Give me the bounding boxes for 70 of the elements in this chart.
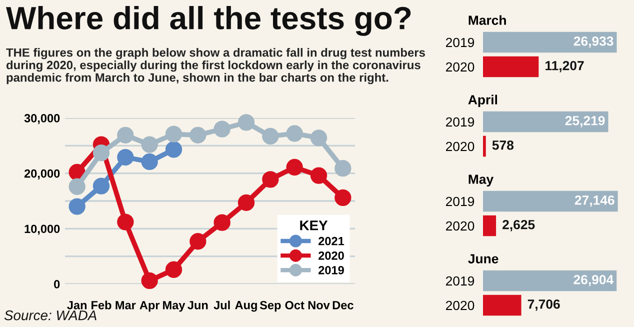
point [165, 261, 182, 278]
y-tick-label: 2019 [446, 117, 474, 127]
y-tick-label: 2020 [446, 221, 474, 231]
legend-label: 2021 [318, 236, 344, 246]
legend-label: 2020 [318, 251, 344, 260]
point [214, 120, 230, 138]
y-tick-label: 2019 [446, 196, 474, 206]
point [117, 214, 134, 230]
legend-title: KEY [300, 220, 328, 230]
y-tick-label: 30,000 [24, 114, 60, 124]
point [262, 128, 279, 145]
point [141, 136, 158, 153]
x-tick-label: Mar [116, 301, 136, 310]
point [117, 126, 134, 144]
point [310, 130, 328, 146]
point [68, 198, 86, 215]
point [310, 167, 328, 184]
data-label: 7,706 [528, 299, 560, 311]
point [238, 114, 255, 131]
data-label: 26,904 [574, 274, 614, 286]
x-tick-label: Oct [285, 300, 304, 310]
y-tick-label: 2020 [446, 142, 474, 152]
point [165, 126, 182, 142]
point [141, 272, 158, 290]
point [68, 178, 86, 195]
point [334, 160, 352, 177]
data-label: 25,219 [565, 116, 605, 128]
point [190, 233, 206, 250]
chart-title: May [468, 174, 494, 187]
chart-title: April [468, 94, 498, 108]
y-tick-label: 2019 [446, 276, 474, 286]
y-tick-label: 0 [54, 280, 60, 288]
point [262, 171, 279, 188]
y-tick-label: 2020 [446, 300, 474, 310]
x-tick-label: Feb [92, 300, 112, 310]
data-label: 2,625 [502, 220, 535, 232]
x-tick-label: Jul [214, 300, 230, 310]
point [238, 194, 255, 211]
chart-subtitle: THE figures on the graph below show a dramatic fall in drug test numbers during 2020, especially during the first lockdown early in the coronavirus pandemic from March to June, shown in the bar charts on the right. [6, 48, 425, 84]
point [286, 125, 303, 142]
point [92, 144, 110, 162]
point [190, 126, 206, 144]
chart-title: Where did all the tests go? [6, 6, 411, 36]
x-tick-label: May [163, 301, 186, 312]
point [334, 189, 352, 206]
legend-label: 2019 [318, 266, 344, 274]
x-tick-label: Jun [188, 301, 208, 310]
data-label: 578 [492, 140, 514, 150]
chart-title: March [468, 15, 506, 25]
x-tick-label: Apr [140, 301, 160, 312]
y-tick-label: 2020 [446, 62, 474, 72]
data-label: 11,207 [546, 60, 584, 72]
point [92, 178, 110, 194]
data-label: 27,146 [574, 195, 614, 207]
x-tick-label: Sep [260, 300, 281, 312]
source-note: Source: WADA [4, 310, 96, 320]
point [117, 148, 134, 166]
data-label: 26,933 [574, 36, 614, 48]
x-tick-label: Aug [235, 301, 257, 312]
y-tick-label: 2019 [446, 38, 474, 48]
point [214, 214, 230, 231]
point [165, 141, 182, 158]
point [141, 153, 158, 170]
point [286, 158, 303, 176]
x-tick-label: Nov [308, 301, 330, 310]
y-tick-label: 20,000 [24, 169, 60, 180]
chart-title: June [468, 254, 498, 264]
x-tick-label: Dec [332, 301, 354, 310]
y-tick-label: 10,000 [24, 224, 60, 235]
x-tick-label: Jan [67, 301, 87, 310]
